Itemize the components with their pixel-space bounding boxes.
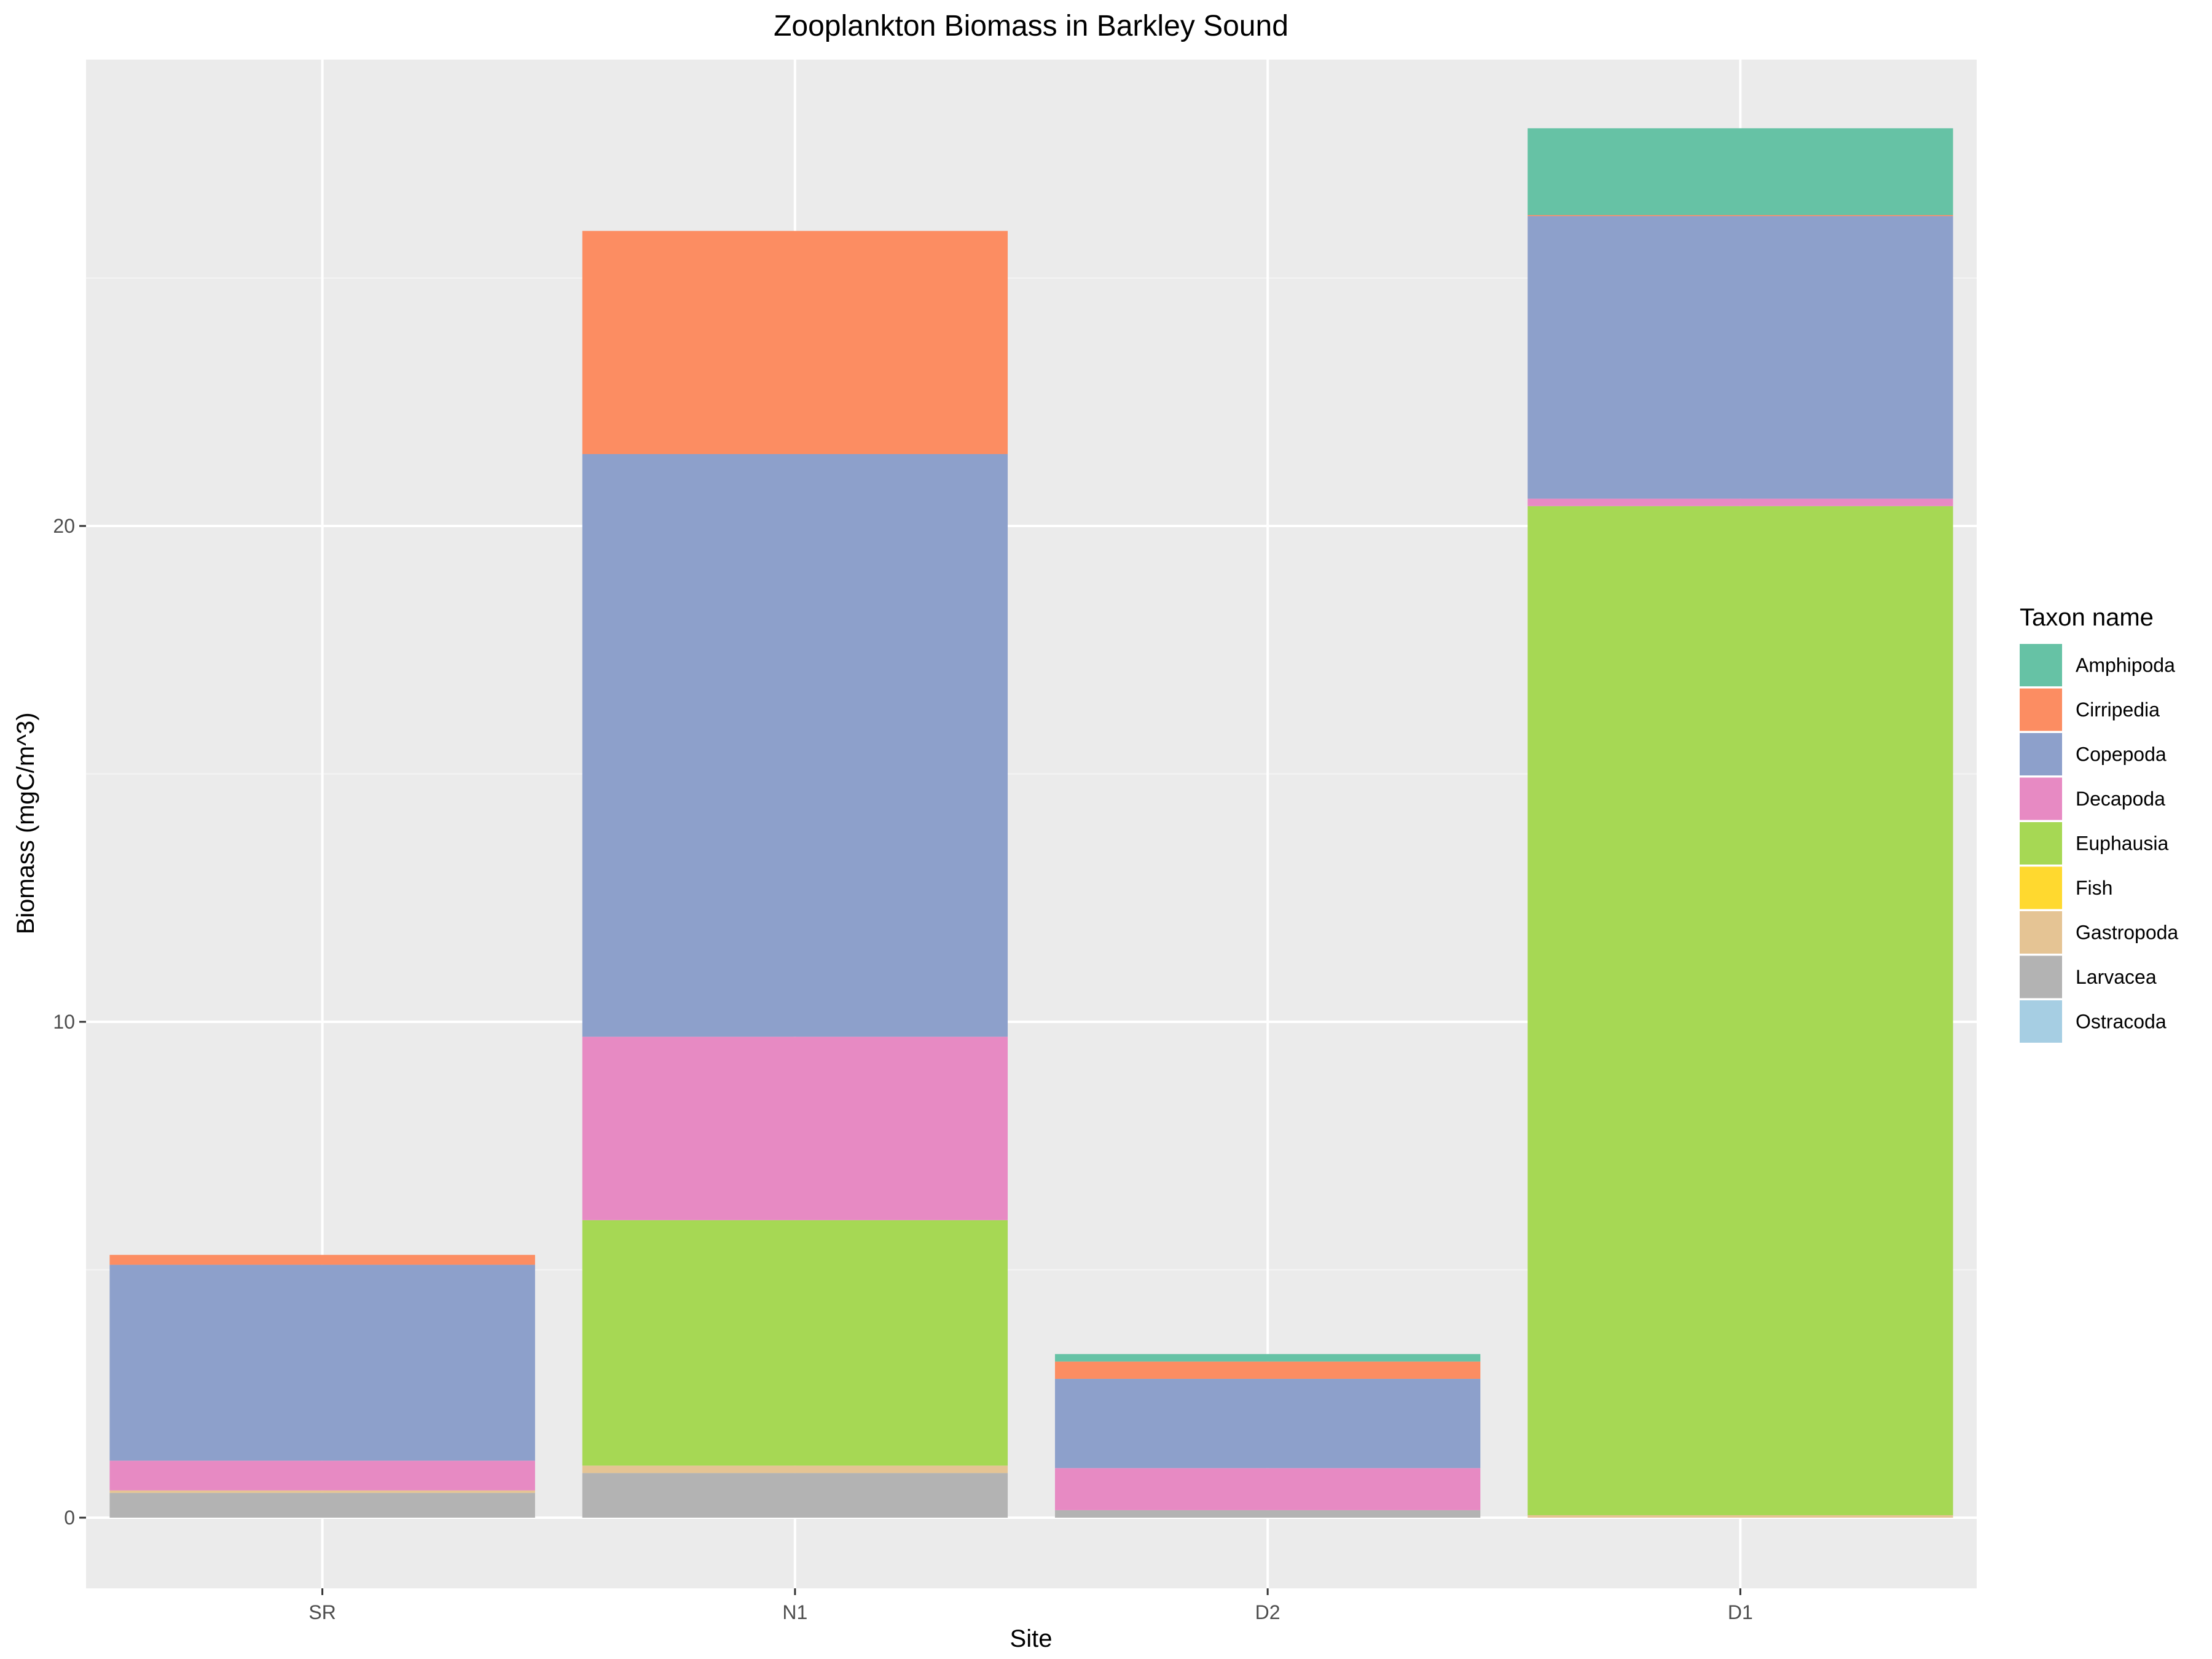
bar-segment-decapoda-d2 [1054, 1468, 1481, 1510]
chart-title: Zooplankton Biomass in Barkley Sound [774, 10, 1288, 42]
bar-segment-decapoda-n1 [582, 1037, 1008, 1220]
y-tick-label: 0 [64, 1507, 75, 1529]
bar-segment-decapoda-sr [109, 1461, 535, 1491]
legend-key-cirripedia [2020, 688, 2062, 731]
y-axis: 0 10 20 [53, 515, 86, 1529]
legend-label-euphausia: Euphausia [2076, 833, 2168, 855]
x-tick-label: N1 [782, 1601, 807, 1623]
legend: Taxon name Amphipoda Cirripedia Copepoda De… [2020, 604, 2178, 1043]
bar-segment-copepoda-sr [109, 1265, 535, 1461]
bar-segment-gastropoda-n1 [582, 1465, 1008, 1473]
legend-label-gastropoda: Gastropoda [2076, 922, 2178, 944]
bar-segment-euphausia-n1 [582, 1220, 1008, 1466]
bar-segment-euphausia-d1 [1528, 506, 1953, 1515]
legend-key-fish [2020, 866, 2062, 909]
bar-segment-decapoda-d1 [1528, 498, 1953, 506]
y-tick-label: 20 [53, 515, 75, 537]
bars [109, 128, 1953, 1518]
bar-segment-larvacea-sr [109, 1492, 535, 1518]
legend-label-cirripedia: Cirripedia [2076, 699, 2160, 721]
bar-segment-cirripedia-d2 [1054, 1361, 1481, 1379]
y-axis-title: Biomass (mgC/m^3) [12, 712, 39, 934]
bar-segment-gastropoda-sr [109, 1490, 535, 1493]
legend-title: Taxon name [2020, 604, 2154, 631]
bar-segment-copepoda-n1 [582, 453, 1008, 1037]
bar-segment-cirripedia-sr [109, 1255, 535, 1265]
y-tick-label: 10 [53, 1011, 75, 1033]
bar-segment-larvacea-n1 [582, 1473, 1008, 1518]
legend-label-copepoda: Copepoda [2076, 743, 2167, 766]
legend-key-euphausia [2020, 822, 2062, 865]
bar-segment-larvacea-d2 [1054, 1510, 1481, 1518]
legend-label-amphipoda: Amphipoda [2076, 654, 2175, 677]
bar-segment-cirripedia-d1 [1528, 215, 1953, 216]
x-axis-title: Site [1010, 1625, 1053, 1652]
bar-segment-gastropoda-d1 [1528, 1515, 1953, 1518]
legend-key-larvacea [2020, 955, 2062, 998]
bar-segment-amphipoda-d1 [1528, 128, 1953, 216]
bar-segment-copepoda-d1 [1528, 216, 1953, 499]
legend-key-decapoda [2020, 777, 2062, 820]
legend-key-copepoda [2020, 733, 2062, 775]
legend-label-ostracoda: Ostracoda [2076, 1011, 2167, 1033]
bar-segment-copepoda-d2 [1054, 1379, 1481, 1469]
bar-segment-cirripedia-n1 [582, 230, 1008, 454]
legend-key-ostracoda [2020, 1000, 2062, 1043]
x-tick-label: D1 [1728, 1601, 1753, 1623]
legend-key-amphipoda [2020, 644, 2062, 686]
legend-label-larvacea: Larvacea [2076, 966, 2157, 988]
x-tick-label: D2 [1255, 1601, 1281, 1623]
legend-key-gastropoda [2020, 911, 2062, 954]
bar-segment-amphipoda-d2 [1054, 1354, 1481, 1362]
x-axis: SR N1 D2 D1 [308, 1588, 1753, 1623]
x-tick-label: SR [308, 1601, 335, 1623]
legend-label-fish: Fish [2076, 877, 2112, 899]
legend-label-decapoda: Decapoda [2076, 788, 2165, 810]
